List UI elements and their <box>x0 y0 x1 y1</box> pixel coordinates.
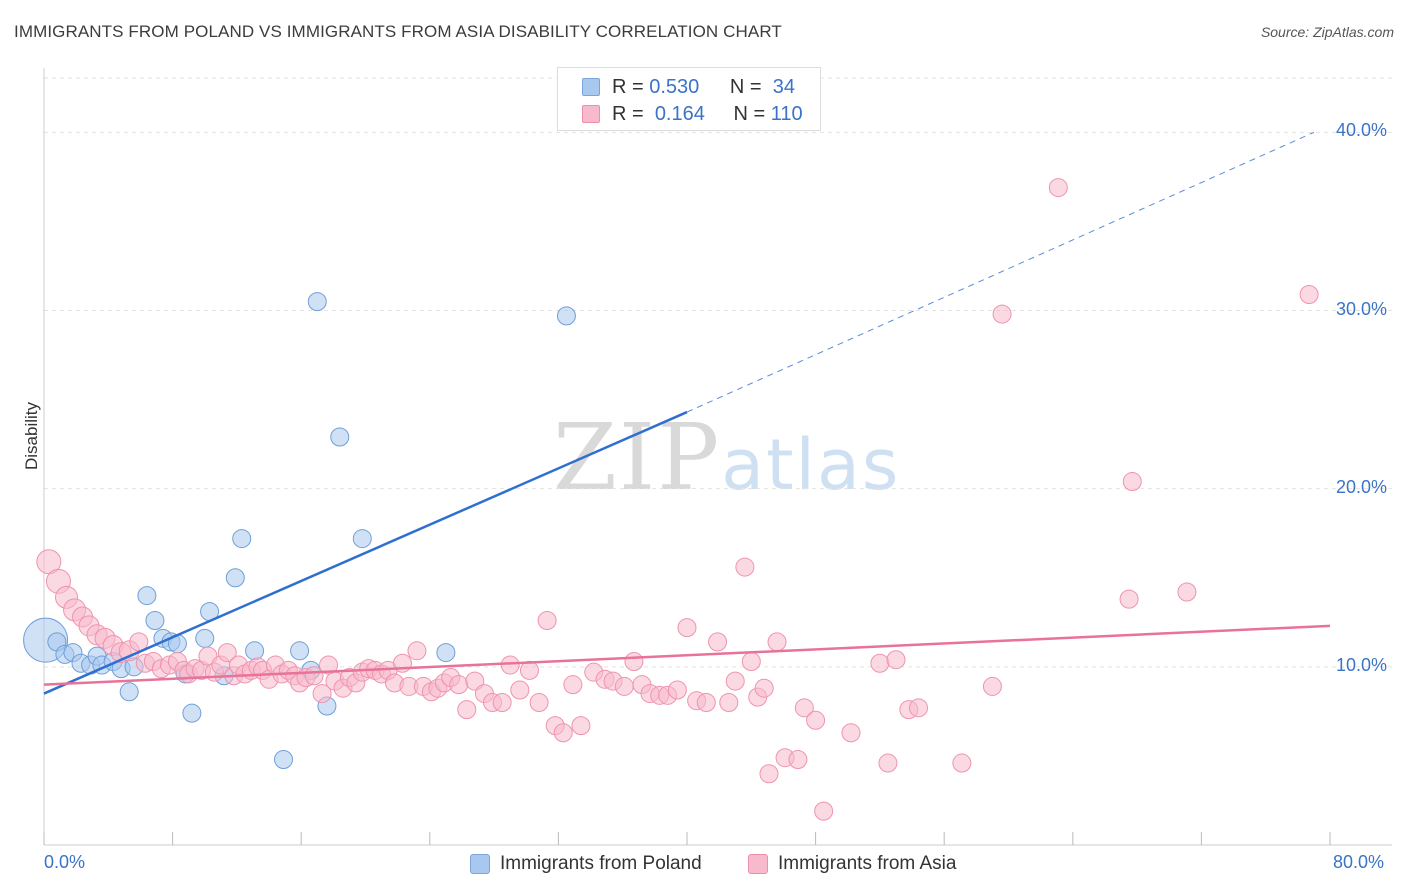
asia-point <box>708 632 728 652</box>
asia-point <box>1299 284 1319 304</box>
poland-point <box>330 427 350 447</box>
poland-point <box>556 306 576 326</box>
poland-point <box>137 586 157 606</box>
y-tick-label-0: 10.0% <box>1336 654 1388 675</box>
asia-trend-line <box>43 624 1331 686</box>
asia-point <box>696 692 716 712</box>
legend-n-value: 34 <box>772 75 795 98</box>
poland-trend-extension <box>686 131 1315 413</box>
x-tick-label-max: 80.0% <box>1333 852 1385 872</box>
series-legend-poland: Immigrants from Poland <box>470 852 702 876</box>
series-label-asia: Immigrants from Asia <box>778 853 957 874</box>
poland-point <box>352 529 372 549</box>
asia-point <box>510 680 530 700</box>
y-tick-label-1: 20.0% <box>1336 476 1388 497</box>
asia-point <box>886 650 906 670</box>
asia-point <box>759 764 779 784</box>
poland-point <box>182 703 202 723</box>
legend-r-value: 0.530 <box>649 75 700 98</box>
asia-point <box>529 692 549 712</box>
poland-point <box>225 568 245 588</box>
asia-point <box>624 651 644 671</box>
legend-swatch-poland <box>582 78 600 96</box>
asia-point <box>519 660 539 680</box>
asia-point <box>407 641 427 661</box>
asia-point <box>677 618 697 638</box>
series-label-poland: Immigrants from Poland <box>500 853 702 874</box>
asia-point <box>788 749 808 769</box>
asia-point <box>878 753 898 773</box>
asia-point <box>806 710 826 730</box>
asia-point <box>319 655 339 675</box>
poland-point <box>307 292 327 312</box>
asia-point <box>754 678 774 698</box>
asia-point <box>614 676 634 696</box>
legend-r-label: R = <box>612 102 644 125</box>
asia-point <box>457 700 477 720</box>
asia-point <box>492 692 512 712</box>
poland-point <box>119 682 139 702</box>
asia-point <box>312 684 332 704</box>
asia-point <box>992 304 1012 324</box>
series-swatch-poland <box>470 854 490 874</box>
asia-point <box>553 723 573 743</box>
chart-source: Source: ZipAtlas.com <box>1260 24 1394 40</box>
poland-point <box>195 628 215 648</box>
poland-point <box>145 611 165 631</box>
asia-point <box>537 611 557 631</box>
asia-point <box>870 653 890 673</box>
asia-point <box>741 651 761 671</box>
asia-point <box>667 680 687 700</box>
legend-r-label: R = <box>612 75 644 98</box>
asia-point <box>814 801 834 821</box>
poland-point <box>290 641 310 661</box>
asia-point <box>500 655 520 675</box>
poland-point <box>436 643 456 663</box>
legend-n-label: N = <box>729 75 762 98</box>
correlation-legend: R = 0.530 N = 34 R = 0.164 N = 110 <box>557 67 821 131</box>
asia-point <box>1122 472 1142 492</box>
legend-swatch-asia <box>582 105 600 123</box>
series-legend-asia: Immigrants from Asia <box>748 852 956 876</box>
y-axis-label: Disability <box>22 401 41 470</box>
asia-point <box>908 698 928 718</box>
asia-point <box>563 675 583 695</box>
poland-point <box>232 529 252 549</box>
legend-row-asia: R = 0.164 N = 110 <box>582 101 803 127</box>
poland-point <box>274 749 294 769</box>
poland-point <box>245 641 265 661</box>
asia-point <box>841 723 861 743</box>
asia-point <box>735 557 755 577</box>
asia-point <box>571 716 591 736</box>
y-tick-label-3: 40.0% <box>1336 120 1388 141</box>
asia-point <box>725 671 745 691</box>
asia-point <box>1048 178 1068 198</box>
series-swatch-asia <box>748 854 768 874</box>
asia-point <box>794 698 814 718</box>
asia-point <box>719 692 739 712</box>
asia-point <box>217 643 237 663</box>
watermark-atlas: atlas <box>721 424 901 506</box>
asia-point <box>767 632 787 652</box>
asia-point <box>952 753 972 773</box>
legend-n-value: 110 <box>770 102 803 125</box>
legend-row-poland: R = 0.530 N = 34 <box>582 74 795 100</box>
asia-point <box>1177 582 1197 602</box>
asia-point <box>1119 589 1139 609</box>
x-tick-label-min: 0.0% <box>44 852 86 872</box>
legend-r-value: 0.164 <box>654 102 705 125</box>
asia-point <box>982 676 1002 696</box>
asia-point <box>449 675 469 695</box>
poland-trend-line <box>43 410 688 695</box>
legend-n-label: N = <box>733 102 766 125</box>
y-tick-label-2: 30.0% <box>1336 298 1388 319</box>
chart-title: IMMIGRANTS FROM POLAND VS IMMIGRANTS FRO… <box>14 22 782 41</box>
